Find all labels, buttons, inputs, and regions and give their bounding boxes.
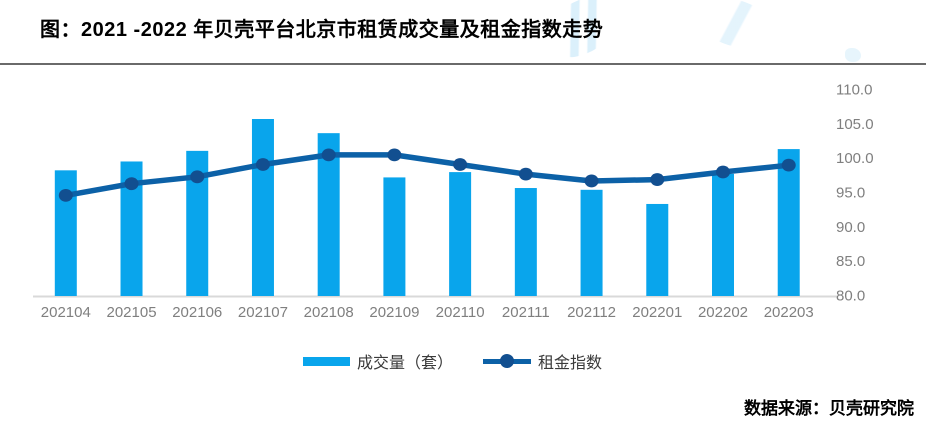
page-title: 图：2021 -2022 年贝壳平台北京市租赁成交量及租金指数走势 <box>40 19 604 41</box>
x-tick-label-202112: 202112 <box>567 304 616 321</box>
legend-item-volume: 成交量（套） <box>303 349 453 373</box>
x-tick-label-202110: 202110 <box>436 304 485 321</box>
bar-202104 <box>54 170 77 296</box>
legend-rent-index-swatch <box>483 354 532 368</box>
x-tick-label-202111: 202111 <box>502 304 550 321</box>
legend-volume-label: 成交量（套） <box>357 355 454 372</box>
combo-chart-plot: 202104 202105 202106 202107 202108 202109 2021… <box>33 81 874 321</box>
rent-index-line <box>63 152 792 199</box>
line-point-202203 <box>781 158 796 172</box>
line-point-202108 <box>321 148 336 162</box>
y-tick-label-85.0: 85.0 <box>836 253 865 270</box>
y-tick-label-105.0: 105.0 <box>836 116 874 133</box>
y-tick-label-80.0: 80.0 <box>836 288 865 305</box>
bar-202109 <box>383 177 406 296</box>
x-tick-label-202106: 202106 <box>172 304 222 321</box>
title-divider <box>0 63 926 65</box>
bar-202108 <box>317 133 340 296</box>
legend-rent-index-label: 租金指数 <box>538 355 603 372</box>
data-source-note: 数据来源：贝壳研究院 <box>744 399 914 418</box>
chart-legend: 成交量（套） 租金指数 <box>303 349 602 373</box>
bar-202111 <box>514 188 537 296</box>
x-tick-label-202201: 202201 <box>632 304 682 321</box>
x-tick-label-202203: 202203 <box>764 304 814 321</box>
line-point-202202 <box>716 165 730 179</box>
legend-volume-swatch <box>303 356 350 366</box>
x-tick-label-202105: 202105 <box>106 304 156 321</box>
y-tick-label-90.0: 90.0 <box>836 219 865 236</box>
x-tick-label-202202: 202202 <box>698 304 748 321</box>
bar-202110 <box>449 172 472 296</box>
bar-202202 <box>712 173 734 296</box>
bar-202105 <box>120 161 143 296</box>
x-tick-label-202104: 202104 <box>41 304 91 321</box>
legend-item-rent-index: 租金指数 <box>483 349 602 373</box>
line-point-202111 <box>518 167 533 181</box>
y-tick-label-95.0: 95.0 <box>836 184 865 201</box>
line-point-202104 <box>58 188 73 202</box>
y-tick-label-110.0: 110.0 <box>836 81 872 98</box>
line-point-202110 <box>453 158 468 171</box>
x-tick-label-202107: 202107 <box>238 304 288 321</box>
legend-line-marker-icon <box>500 354 515 368</box>
line-point-202107 <box>255 158 270 171</box>
line-point-202105 <box>124 177 139 191</box>
bar-202106 <box>186 150 209 296</box>
bar-202201 <box>646 203 669 296</box>
bar-202203 <box>777 149 800 296</box>
line-point-202201 <box>650 173 665 186</box>
line-point-202109 <box>387 148 402 162</box>
bar-202107 <box>251 119 274 296</box>
y-tick-label-100.0: 100.0 <box>836 150 874 167</box>
x-tick-label-202109: 202109 <box>369 304 419 321</box>
x-tick-label-202108: 202108 <box>304 304 354 321</box>
line-point-202112 <box>584 174 599 188</box>
bar-202112 <box>580 189 603 296</box>
line-point-202106 <box>190 170 205 184</box>
